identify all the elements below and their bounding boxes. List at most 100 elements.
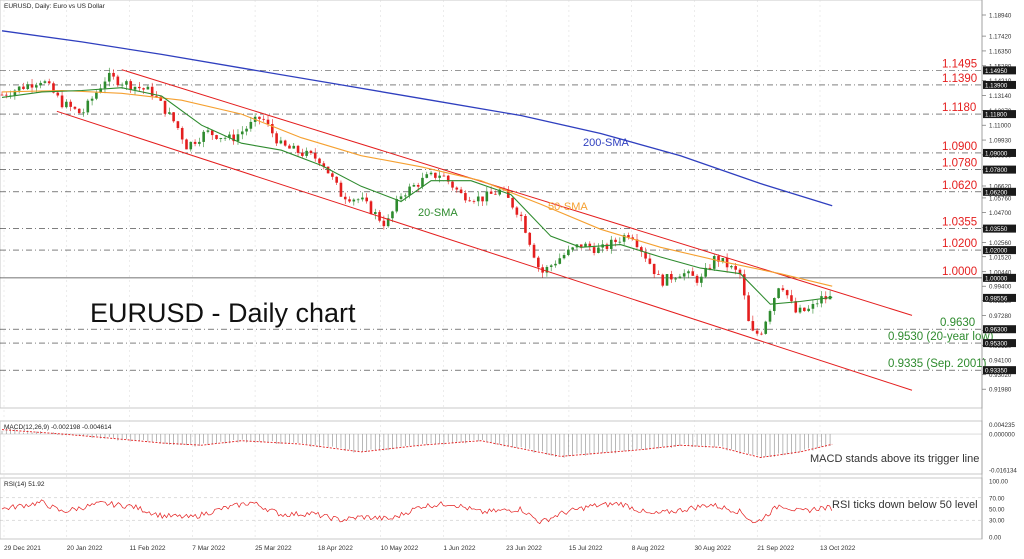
price-tag-box xyxy=(983,293,1016,302)
candle-bear xyxy=(537,257,540,268)
candle-bull xyxy=(391,211,394,219)
candle-bear xyxy=(77,108,81,114)
level-label: 1.1495 xyxy=(942,58,977,70)
candle-bull xyxy=(202,131,205,142)
level-label: 1.0000 xyxy=(942,266,977,278)
y-tick-label: 1.06620 xyxy=(989,183,1012,190)
candle-bull xyxy=(95,92,98,99)
candle-bull xyxy=(236,134,240,142)
y-tick-label: 0.94100 xyxy=(989,357,1012,364)
candle-bull xyxy=(712,256,716,269)
candle-bull xyxy=(168,112,171,114)
price-tag-box xyxy=(983,224,1016,233)
sma20-line xyxy=(1,87,833,305)
candle-bear xyxy=(326,166,330,174)
level-label: 1.0355 xyxy=(942,217,977,229)
candle-bear xyxy=(588,243,592,248)
candle-bear xyxy=(335,176,338,183)
candle-bear xyxy=(258,116,261,119)
candle-bear xyxy=(670,274,673,280)
candle-bear xyxy=(283,140,287,146)
candle-bear xyxy=(129,81,133,90)
macd-y-tick-label: 0.004235 xyxy=(989,422,1015,429)
candle-bull xyxy=(26,84,30,90)
candle-bull xyxy=(103,81,107,89)
price-tag-text: 1.14950 xyxy=(985,68,1008,75)
candle-bear xyxy=(365,197,368,202)
candle-bull xyxy=(146,86,150,90)
candle-bull xyxy=(240,131,244,135)
candle-bear xyxy=(275,133,278,144)
candle-bull xyxy=(279,140,283,144)
candle-bear xyxy=(639,247,643,252)
price-tag-text: 1.02000 xyxy=(985,248,1008,255)
candle-bull xyxy=(558,258,562,264)
price-tag-box xyxy=(983,273,1016,282)
y-tick-label: 1.05760 xyxy=(989,195,1012,202)
candle-bear xyxy=(322,163,326,167)
y-tick-label: 1.11000 xyxy=(989,123,1011,130)
candle-bull xyxy=(498,189,502,195)
candle-bull xyxy=(682,273,686,277)
candle-bull xyxy=(622,235,626,242)
rsi-y-tick-label: 70.00 xyxy=(989,495,1005,502)
candle-bear xyxy=(442,175,446,177)
candle-bull xyxy=(43,81,47,83)
y-tick-label: 0.91980 xyxy=(989,387,1012,394)
candle-bull xyxy=(768,311,772,322)
macd-layer xyxy=(0,428,982,458)
candle-bear xyxy=(648,258,652,264)
candle-bear xyxy=(155,95,158,97)
candle-bear xyxy=(742,274,746,296)
candle-bear xyxy=(163,100,167,114)
candle-bear xyxy=(266,119,270,125)
candle-bull xyxy=(86,100,90,113)
x-tick-label: 21 Sep 2022 xyxy=(757,545,794,552)
candle-bear xyxy=(644,251,647,259)
candle-bear xyxy=(137,86,141,89)
price-tag-box xyxy=(983,80,1016,89)
candle-bull xyxy=(721,258,725,262)
candle-bear xyxy=(339,182,343,197)
x-tick-label: 23 Jun 2022 xyxy=(506,545,542,552)
price-tag-text: 1.06200 xyxy=(985,189,1008,196)
candle-bear xyxy=(382,220,386,227)
candle-bear xyxy=(455,187,459,190)
candle-bull xyxy=(485,191,489,202)
macd-y-tick-label: -0.016134 xyxy=(989,468,1017,475)
candle-bull xyxy=(687,271,690,274)
candle-bull xyxy=(82,112,85,114)
sma20-label: 20-SMA xyxy=(418,207,458,219)
candle-bull xyxy=(562,255,566,259)
candle-bull xyxy=(373,212,377,214)
candle-bull xyxy=(292,145,296,149)
y-tick-label: 0.93020 xyxy=(989,372,1012,379)
candle-bear xyxy=(652,263,656,275)
candle-bull xyxy=(811,303,815,309)
candle-bear xyxy=(734,266,737,270)
price-tag-text: 0.93350 xyxy=(985,368,1008,375)
candle-bear xyxy=(511,197,514,208)
candle-bear xyxy=(271,124,274,134)
candle-bear xyxy=(627,235,630,238)
candle-bull xyxy=(549,265,553,267)
candle-bear xyxy=(760,333,763,335)
candle-bull xyxy=(429,172,433,175)
candle-bear xyxy=(446,175,450,182)
candle-bear xyxy=(717,256,720,262)
y-tick-label: 1.00440 xyxy=(989,269,1012,276)
candle-bull xyxy=(609,239,613,249)
candle-bear xyxy=(472,201,476,203)
candle-bull xyxy=(665,274,669,286)
candle-bull xyxy=(798,307,802,313)
candle-bear xyxy=(69,101,72,107)
y-tick-label: 0.97280 xyxy=(989,313,1012,320)
candle-bear xyxy=(313,153,317,159)
level-label: 1.1180 xyxy=(942,102,976,114)
rsi-y-tick-label: 0.00 xyxy=(989,535,1002,542)
candle-bear xyxy=(790,295,793,302)
candle-bear xyxy=(781,288,785,291)
candle-bull xyxy=(425,174,429,178)
candle-bull xyxy=(99,88,102,93)
